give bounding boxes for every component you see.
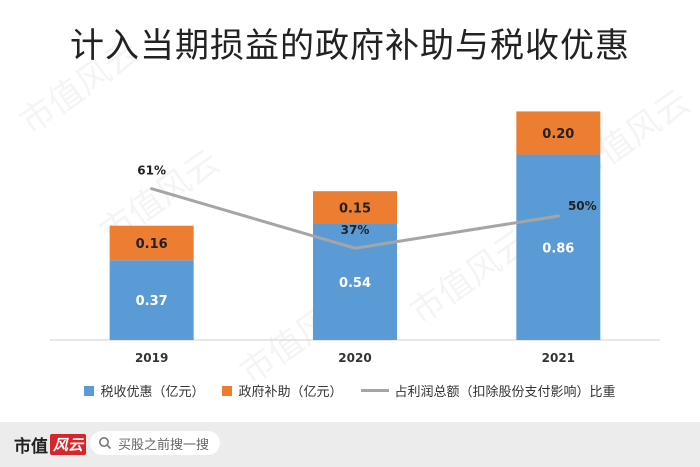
brand-logo[interactable]: 市值 风云 (14, 432, 87, 457)
search-placeholder: 买股之前搜一搜 (118, 437, 210, 453)
legend-label-subsidy: 政府补助（亿元） (238, 385, 343, 400)
bar-subsidy (516, 111, 601, 155)
x-tick-label: 2019 (135, 351, 168, 365)
x-tick-label: 2021 (542, 351, 575, 365)
search-box[interactable]: 买股之前搜一搜 (90, 431, 220, 455)
data-label-subsidy: 0.16 (136, 237, 168, 252)
data-label-tax: 0.86 (542, 241, 574, 256)
legend-label-tax: 税收优惠（亿元） (100, 385, 205, 400)
search-icon (99, 437, 112, 450)
data-label-subsidy: 0.15 (339, 201, 371, 216)
chart-title: 计入当期损益的政府补助与税收优惠 (70, 26, 630, 66)
brand-mark: 风云 (50, 434, 87, 455)
bar-subsidy (109, 225, 194, 261)
legend-item-ratio: 占利润总额（扣除股份支付影响）比重 (360, 381, 616, 400)
data-label-tax: 0.54 (339, 276, 371, 291)
ratio-label: 37% (341, 223, 370, 237)
chart-plot: 0.37 0.16 2019 0.54 0.15 2020 0.86 0.20 2021 61% 3… (50, 111, 660, 365)
ratio-label: 50% (568, 199, 597, 213)
legend-item-subsidy: 政府补助（亿元） (222, 381, 343, 400)
data-label-subsidy: 0.20 (542, 127, 574, 142)
bar-tax (516, 154, 601, 340)
footer-bar: 市值 风云 买股之前搜一搜 (0, 422, 700, 467)
ratio-label: 61% (137, 164, 166, 178)
data-label-tax: 0.37 (136, 294, 168, 309)
ratio-point (150, 187, 154, 191)
ratio-point (353, 246, 357, 250)
legend-item-tax: 税收优惠（亿元） (84, 381, 204, 400)
legend: 税收优惠（亿元） 政府补助（亿元） 占利润总额（扣除股份支付影响）比重 (0, 381, 700, 400)
legend-swatch-subsidy (222, 385, 233, 396)
x-tick-label: 2020 (338, 351, 371, 365)
legend-swatch-ratio (360, 389, 389, 392)
bar-subsidy (313, 191, 397, 224)
legend-swatch-tax (84, 385, 95, 396)
legend-label-ratio: 占利润总额（扣除股份支付影响）比重 (394, 385, 616, 400)
bar-tax (109, 260, 194, 340)
ratio-point (556, 214, 560, 218)
brand-text: 市值 (14, 437, 48, 457)
